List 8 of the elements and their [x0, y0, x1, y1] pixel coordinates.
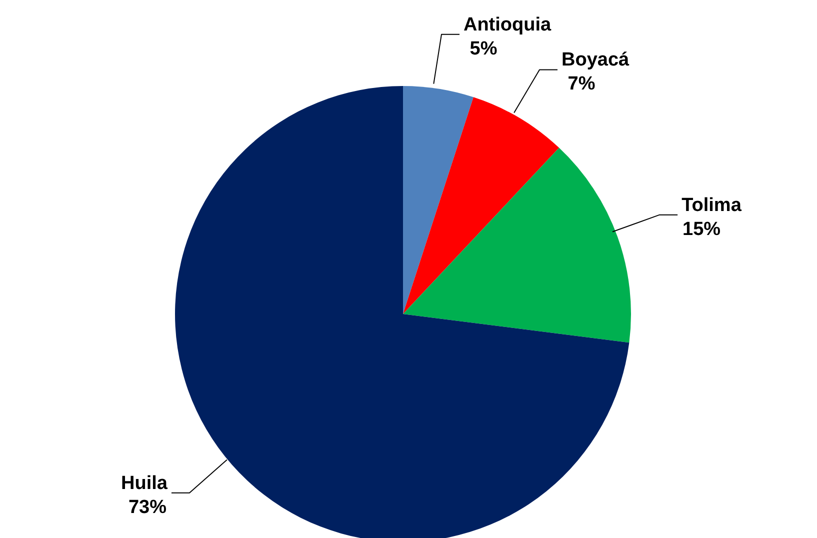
data-label: 7%	[568, 74, 596, 95]
data-label: 73%	[128, 496, 167, 518]
slice-label: Antioquia	[463, 14, 552, 36]
slice-label: Tolima	[682, 194, 742, 216]
data-label: 15%	[682, 218, 721, 240]
slice-label: Boyacá	[562, 50, 630, 71]
data-label: 5%	[470, 38, 498, 60]
slice-label: Huila	[121, 472, 168, 494]
